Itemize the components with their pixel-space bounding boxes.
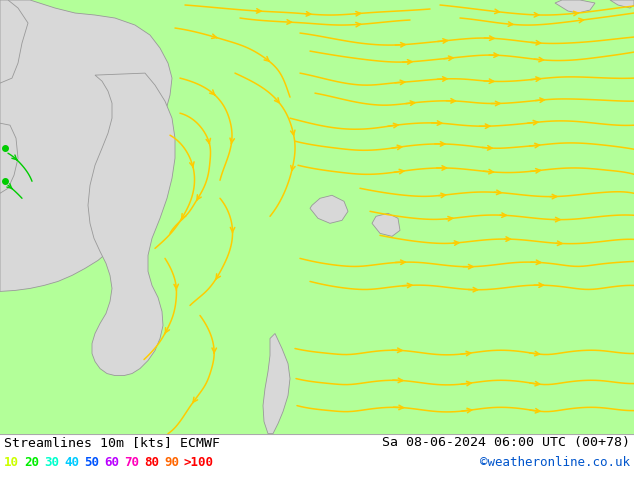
Polygon shape: [555, 0, 595, 13]
Text: 30: 30: [44, 456, 59, 468]
Text: 10: 10: [4, 456, 19, 468]
Polygon shape: [88, 73, 175, 375]
Polygon shape: [0, 123, 18, 193]
Polygon shape: [372, 213, 400, 236]
Polygon shape: [310, 196, 348, 223]
Text: Sa 08-06-2024 06:00 UTC (00+78): Sa 08-06-2024 06:00 UTC (00+78): [382, 437, 630, 449]
Polygon shape: [610, 0, 634, 8]
Text: 20: 20: [24, 456, 39, 468]
Text: 80: 80: [144, 456, 159, 468]
Text: 90: 90: [164, 456, 179, 468]
Text: 50: 50: [84, 456, 99, 468]
Text: >100: >100: [184, 456, 214, 468]
Polygon shape: [0, 0, 172, 292]
Text: 70: 70: [124, 456, 139, 468]
Polygon shape: [0, 0, 28, 83]
Text: ©weatheronline.co.uk: ©weatheronline.co.uk: [480, 456, 630, 468]
Text: 60: 60: [104, 456, 119, 468]
Text: Streamlines 10m [kts] ECMWF: Streamlines 10m [kts] ECMWF: [4, 437, 220, 449]
Polygon shape: [263, 334, 290, 434]
Text: 40: 40: [64, 456, 79, 468]
